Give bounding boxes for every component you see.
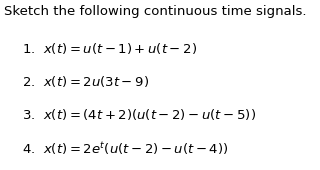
- Text: 2.  $x(t) = 2u(3t-9)$: 2. $x(t) = 2u(3t-9)$: [22, 74, 149, 89]
- Text: 1.  $x(t) = u(t-1) + u(t-2)$: 1. $x(t) = u(t-1) + u(t-2)$: [22, 41, 197, 56]
- Text: 3.  $x(t) = (4t+2)(u(t-2) - u(t-5))$: 3. $x(t) = (4t+2)(u(t-2) - u(t-5))$: [22, 107, 256, 122]
- Text: Sketch the following continuous time signals.: Sketch the following continuous time sig…: [4, 5, 306, 18]
- Text: 4.  $x(t) = 2e^t(u(t-2) - u(t-4))$: 4. $x(t) = 2e^t(u(t-2) - u(t-4))$: [22, 140, 229, 157]
